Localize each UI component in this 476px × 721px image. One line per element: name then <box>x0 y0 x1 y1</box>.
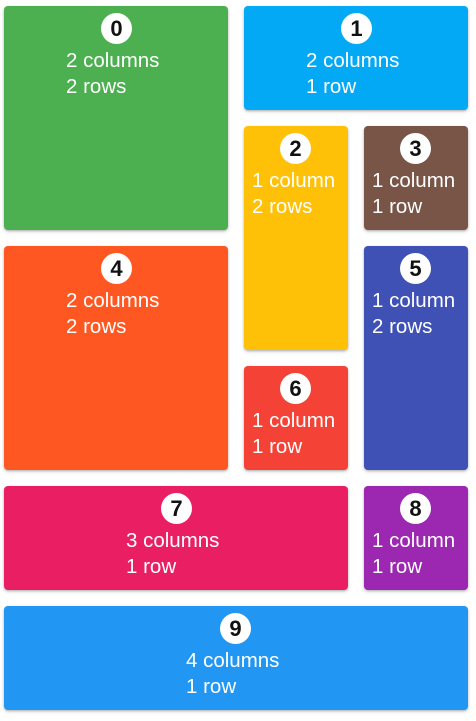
grid-tile[interactable]: 9 4 columns 1 row <box>4 606 468 710</box>
tile-label: 2 columns 1 row <box>306 48 399 100</box>
tile-columns-label: 4 columns <box>186 649 280 672</box>
tile-label: 1 column 2 rows <box>252 168 335 220</box>
grid-tile[interactable]: 2 1 column 2 rows <box>244 126 348 350</box>
tile-rows-label: 1 row <box>306 75 357 98</box>
tile-rows-label: 1 row <box>372 555 423 578</box>
grid-tile[interactable]: 5 1 column 2 rows <box>364 246 468 470</box>
tile-label: 2 columns 2 rows <box>66 288 159 340</box>
tile-rows-label: 2 rows <box>66 315 127 338</box>
tile-rows-label: 2 rows <box>252 195 313 218</box>
tile-index-badge: 3 <box>400 133 431 164</box>
tile-label: 1 column 1 row <box>372 528 455 580</box>
grid-tile[interactable]: 0 2 columns 2 rows <box>4 6 228 230</box>
tile-index-badge: 0 <box>101 13 132 44</box>
tile-label: 1 column 1 row <box>372 168 455 220</box>
tile-rows-label: 1 row <box>372 195 423 218</box>
grid-tile[interactable]: 1 2 columns 1 row <box>244 6 468 110</box>
tile-index-badge: 2 <box>280 133 311 164</box>
tile-columns-label: 2 columns <box>306 49 400 72</box>
tile-index-badge: 8 <box>400 493 431 524</box>
tile-label: 4 columns 1 row <box>186 648 279 700</box>
tile-columns-label: 1 column <box>372 169 456 192</box>
tile-index-badge: 7 <box>161 493 192 524</box>
tile-index-badge: 1 <box>341 13 372 44</box>
tile-columns-label: 2 columns <box>66 289 160 312</box>
tile-label: 2 columns 2 rows <box>66 48 159 100</box>
tile-index-badge: 9 <box>220 613 251 644</box>
grid-tile[interactable]: 6 1 column 1 row <box>244 366 348 470</box>
grid-tile[interactable]: 7 3 columns 1 row <box>4 486 348 590</box>
tile-columns-label: 1 column <box>372 289 456 312</box>
tile-columns-label: 1 column <box>252 409 336 432</box>
tile-rows-label: 1 row <box>126 555 177 578</box>
tile-rows-label: 2 rows <box>372 315 433 338</box>
grid-tile[interactable]: 8 1 column 1 row <box>364 486 468 590</box>
tile-label: 1 column 2 rows <box>372 288 455 340</box>
tile-columns-label: 1 column <box>372 529 456 552</box>
grid-tile[interactable]: 3 1 column 1 row <box>364 126 468 230</box>
tile-rows-label: 2 rows <box>66 75 127 98</box>
tile-index-badge: 6 <box>280 373 311 404</box>
tile-rows-label: 1 row <box>252 435 303 458</box>
tile-index-badge: 5 <box>400 253 431 284</box>
tile-columns-label: 3 columns <box>126 529 220 552</box>
tile-columns-label: 2 columns <box>66 49 160 72</box>
tile-label: 3 columns 1 row <box>126 528 219 580</box>
tile-index-badge: 4 <box>101 253 132 284</box>
grid-tile[interactable]: 4 2 columns 2 rows <box>4 246 228 470</box>
tile-rows-label: 1 row <box>186 675 237 698</box>
tile-label: 1 column 1 row <box>252 408 335 460</box>
tile-columns-label: 1 column <box>252 169 336 192</box>
